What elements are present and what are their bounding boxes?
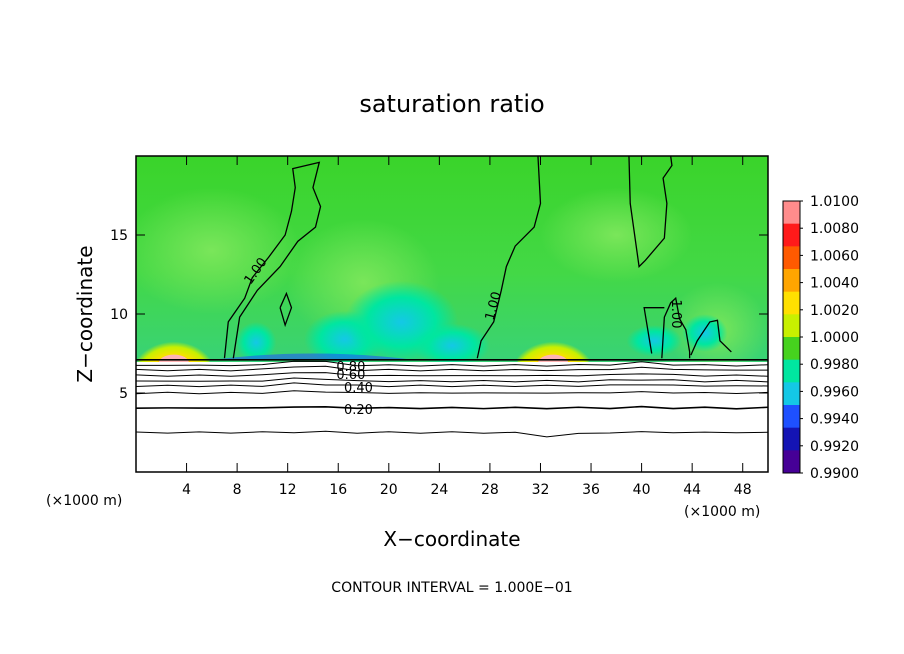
colorbar-label: 1.0100	[810, 194, 859, 210]
colorbar-label: 1.0020	[810, 303, 859, 319]
contour-line	[661, 296, 691, 359]
below-cloud-region	[136, 362, 768, 472]
colorbar-swatch	[783, 223, 800, 247]
contour-label: 0.60	[336, 368, 365, 383]
x-tick-label: 4	[182, 482, 191, 498]
x-tick-label: 40	[633, 482, 651, 498]
y-tick-label: 10	[110, 307, 128, 323]
contour-line	[628, 156, 673, 268]
x-tick-label: 8	[233, 482, 242, 498]
field-shade	[211, 353, 415, 360]
contour-label: 0.80	[336, 360, 365, 375]
colorbar-label: 0.9900	[810, 466, 859, 482]
contour-line	[136, 405, 768, 410]
colorbar-swatch	[783, 450, 800, 474]
colorbar-swatch	[783, 201, 800, 225]
field-shade	[682, 314, 728, 352]
colorbar-label: 1.0060	[810, 248, 859, 264]
y-axis-label: Z−coordinate	[73, 245, 97, 382]
x-tick-label: 36	[582, 482, 600, 498]
colorbar-label: 0.9920	[810, 439, 859, 455]
colorbar-swatch	[783, 405, 800, 429]
contour-label: 1.00	[668, 300, 683, 329]
contour-line	[476, 156, 542, 359]
contour-line	[279, 291, 293, 328]
contour-line	[136, 390, 768, 395]
x-unit-right: (×1000 m)	[684, 504, 760, 520]
colorbar-swatch	[783, 246, 800, 270]
colorbar-swatch	[783, 337, 800, 361]
contour-labels: 1.001.00 1.000.800.600.400.20	[242, 255, 684, 418]
x-tick-label: 44	[683, 482, 701, 498]
contour-line	[136, 382, 768, 388]
contour-line	[136, 377, 768, 383]
chart-title: saturation ratio	[359, 90, 544, 118]
colorbar-swatch	[783, 291, 800, 315]
field-shade	[136, 187, 301, 314]
colorbar-label: 1.0000	[810, 330, 859, 346]
x-tick-label: 32	[532, 482, 550, 498]
colorbar-label: 1.0080	[810, 221, 859, 237]
contour-line	[136, 365, 768, 372]
field-shade	[235, 321, 277, 363]
colorbar-swatch	[783, 382, 800, 406]
y-tick-label: 5	[119, 386, 128, 402]
x-tick-label: 16	[329, 482, 347, 498]
contour-line	[136, 372, 768, 377]
colorbar-swatch	[783, 359, 800, 383]
contour-label: 0.40	[344, 381, 373, 396]
colorbar-label: 0.9980	[810, 357, 859, 373]
field-shade	[540, 187, 693, 283]
colorbar-swatch	[783, 269, 800, 293]
colorbar-label: 0.9940	[810, 412, 859, 428]
x-axis: 4 8 12 16 20 24 28 32 36 40 44 48	[182, 156, 752, 498]
x-unit-left: (×1000 m)	[46, 493, 122, 509]
contour-lines	[136, 156, 768, 438]
contour-label: 1.00	[483, 290, 505, 322]
colorbar-label: 1.0040	[810, 276, 859, 292]
colorbar-label: 0.9960	[810, 384, 859, 400]
field-shade	[414, 323, 490, 368]
y-tick-label: 15	[110, 228, 128, 244]
y-axis: 5 10 15	[110, 228, 768, 402]
plot-area	[136, 156, 768, 472]
x-tick-label: 48	[734, 482, 752, 498]
contour-line	[136, 360, 768, 367]
colorbar: 1.0100 1.0080 1.0060 1.0040 1.0020 1.0000 0.99…	[782, 194, 859, 482]
field-shade	[626, 325, 683, 357]
colorbar-swatch	[783, 427, 800, 451]
contour-line	[136, 430, 768, 438]
x-axis-label: X−coordinate	[383, 527, 520, 551]
x-tick-label: 20	[380, 482, 398, 498]
x-tick-label: 12	[279, 482, 297, 498]
contour-label: 0.20	[344, 403, 373, 418]
contour-line	[223, 161, 322, 359]
x-tick-label: 28	[481, 482, 499, 498]
contour-line	[643, 307, 665, 354]
contour-line	[690, 319, 732, 356]
colorbar-swatch	[783, 314, 800, 338]
contour-interval-note: CONTOUR INTERVAL = 1.000E−01	[331, 580, 572, 596]
x-tick-label: 24	[430, 482, 448, 498]
